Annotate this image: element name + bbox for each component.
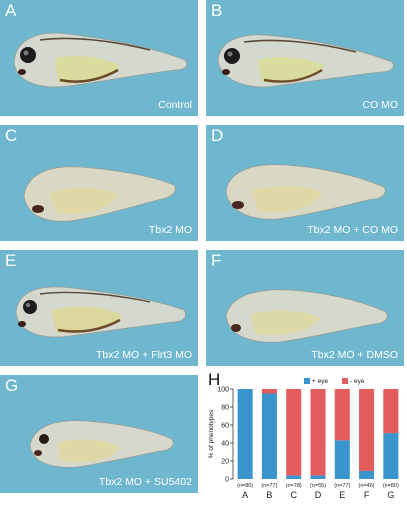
- panel-letter: D: [211, 126, 224, 145]
- x-tick-label: F: [364, 490, 370, 500]
- bar-segment: [359, 389, 375, 471]
- panel-label: Tbx2 MO + CO MO: [307, 224, 398, 236]
- n-label: (n=55): [310, 483, 326, 489]
- embryo-image-with-eye: [13, 32, 188, 88]
- panel-f: F Tbx2 MO + DMSO: [206, 250, 404, 366]
- n-label: (n=80): [383, 483, 399, 489]
- embryo-image-with-eye: [29, 420, 174, 468]
- chart-panel-h: H % of phenotypes 0 20 40 60 80 100 + eye - eye (…: [206, 370, 407, 500]
- bar-segment: [237, 389, 253, 479]
- n-label: (n=77): [334, 483, 350, 489]
- bar-segment: [286, 475, 302, 479]
- bar-segment: [383, 389, 399, 434]
- x-tick-label: A: [242, 490, 248, 500]
- y-tick-label: 100: [217, 387, 229, 394]
- legend-swatch: [304, 378, 310, 384]
- panel-letter: C: [5, 126, 18, 145]
- panel-g: G Tbx2 MO + SU5402: [0, 375, 198, 493]
- bar-segment: [261, 393, 277, 479]
- panel-label: Tbx2 MO + Flrt3 MO: [96, 349, 192, 361]
- panel-letter: F: [211, 251, 222, 270]
- y-tick-label: 0: [225, 477, 229, 484]
- panel-b: B CO MO: [206, 0, 404, 116]
- embryo-image-no-eye: [225, 164, 386, 220]
- legend-entry: - eye: [350, 378, 365, 385]
- panel-letter: G: [5, 376, 19, 395]
- panel-label: CO MO: [362, 99, 398, 111]
- bar-segment: [310, 475, 326, 479]
- n-label: (n=77): [261, 483, 277, 489]
- panel-label: Tbx2 MO + DMSO: [311, 349, 398, 361]
- panel-letter: A: [5, 1, 17, 20]
- x-tick-label: C: [290, 490, 297, 500]
- y-tick-label: 80: [221, 405, 229, 412]
- bar-segment: [334, 389, 350, 441]
- y-tick-label: 60: [221, 423, 229, 430]
- bar-segment: [286, 389, 302, 476]
- bar-segment: [383, 433, 399, 479]
- panel-letter: B: [211, 1, 223, 20]
- panel-letter: H: [208, 370, 221, 389]
- embryo-image-no-eye: [23, 166, 176, 222]
- bar-segment: [334, 440, 350, 479]
- bar-segment: [261, 389, 277, 394]
- bar-segment: [359, 470, 375, 479]
- panel-d: D Tbx2 MO + CO MO: [206, 125, 404, 241]
- n-label: (n=46): [359, 483, 375, 489]
- n-label: (n=78): [286, 483, 302, 489]
- y-tick-label: 40: [221, 441, 229, 448]
- bar-segment: [310, 389, 326, 476]
- panel-c: C Tbx2 MO: [0, 125, 198, 241]
- panel-letter: E: [5, 251, 17, 270]
- panel-e: E Tbx2 MO + Flrt3 MO: [0, 250, 198, 366]
- y-tick-label: 20: [221, 459, 229, 466]
- panel-label: Tbx2 MO + SU5402: [98, 476, 192, 488]
- embryo-image-with-eye: [15, 286, 186, 338]
- x-tick-label: B: [266, 490, 272, 500]
- x-tick-label: G: [387, 490, 394, 500]
- n-label: (n=80): [237, 483, 253, 489]
- y-axis-label: % of phenotypes: [208, 409, 215, 458]
- panel-label: Tbx2 MO: [148, 224, 192, 236]
- panel-a: A Control: [0, 0, 198, 116]
- x-tick-label: D: [315, 490, 322, 500]
- embryo-image-with-eye: [217, 34, 394, 88]
- x-tick-label: E: [339, 490, 345, 500]
- legend-swatch: [342, 378, 348, 384]
- panel-label: Control: [158, 99, 192, 111]
- legend-entry: + eye: [312, 378, 328, 385]
- embryo-image-no-eye: [225, 289, 388, 343]
- phenotype-stacked-bar-chart: % of phenotypes 0 20 40 60 80 100 + eye - eye (n=…: [208, 378, 399, 500]
